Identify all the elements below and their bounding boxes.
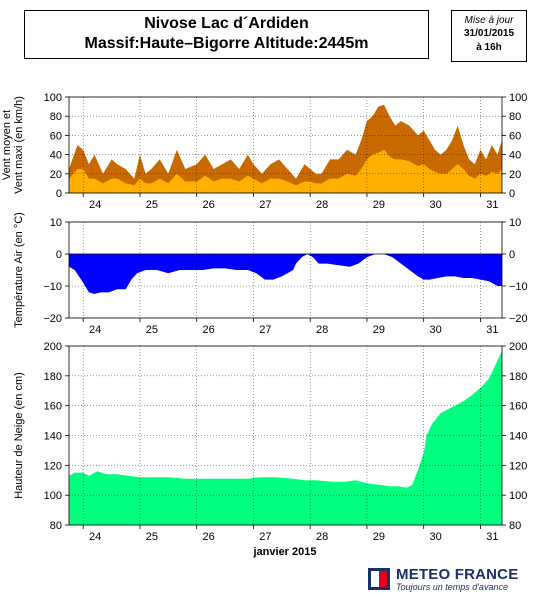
y-tick-label-right: 0 (509, 188, 515, 200)
y-tick-label-left: 140 (44, 431, 62, 443)
y-axis-label: Vent maxi (en km/h) (13, 96, 25, 194)
y-tick-label-right: 80 (509, 520, 521, 532)
x-tick-label: 26 (203, 324, 215, 336)
x-tick-label: 25 (146, 531, 158, 543)
x-tick-label: 24 (89, 531, 101, 543)
x-tick-label: 31 (486, 531, 498, 543)
y-tick-label-left: 100 (44, 92, 62, 104)
panel-0 (65, 96, 506, 197)
y-tick-label-left: 160 (44, 401, 62, 413)
station-subtitle: Massif:Haute–Bigorre Altitude:2445m (84, 35, 369, 52)
y-tick-label-right: 180 (509, 371, 527, 383)
x-tick-label: 29 (373, 199, 385, 211)
x-tick-label: 24 (89, 324, 101, 336)
y-axis-label: Température Air (en °C) (13, 212, 25, 328)
panel-2 (65, 345, 506, 529)
title-box: Nivose Lac d´Ardiden Massif:Haute–Bigorr… (24, 10, 429, 59)
station-title: Nivose Lac d´Ardiden (144, 15, 309, 32)
x-tick-label: 27 (259, 531, 271, 543)
y-axis-label: Hauteur de Neige (en cm) (13, 372, 25, 499)
x-tick-label: 27 (259, 324, 271, 336)
x-tick-label: 26 (203, 531, 215, 543)
panel-frame (68, 345, 503, 526)
panel-1 (65, 221, 506, 322)
y-tick-label-right: 10 (509, 217, 521, 229)
temperature-area (69, 254, 502, 294)
y-tick-label-left: 120 (44, 460, 62, 472)
y-tick-label-right: −20 (509, 313, 528, 325)
x-tick-label: 31 (486, 199, 498, 211)
x-tick-label: 30 (430, 199, 442, 211)
panel-frame (68, 221, 503, 319)
x-axis-label: janvier 2015 (253, 546, 317, 558)
x-tick-label: 28 (316, 531, 328, 543)
panel-frame (68, 96, 503, 194)
y-tick-label-left: 20 (50, 169, 62, 181)
snow-depth-area (69, 350, 502, 525)
y-tick-label-left: −10 (43, 281, 62, 293)
meteo-france-logo-icon (368, 568, 390, 590)
y-tick-label-left: 80 (50, 520, 62, 532)
y-tick-label-left: 180 (44, 371, 62, 383)
update-date: 31/01/2015 (463, 28, 515, 39)
x-tick-label: 30 (430, 531, 442, 543)
update-time: à 16h (476, 42, 502, 53)
y-tick-label-right: 60 (509, 130, 521, 142)
x-tick-label: 29 (373, 531, 385, 543)
x-tick-label: 25 (146, 199, 158, 211)
x-tick-label: 28 (316, 324, 328, 336)
y-tick-label-left: 40 (50, 150, 62, 162)
x-tick-label: 25 (146, 324, 158, 336)
y-tick-label-right: −10 (509, 281, 528, 293)
y-tick-label-left: 100 (44, 490, 62, 502)
y-tick-label-left: 60 (50, 130, 62, 142)
x-tick-label: 31 (486, 324, 498, 336)
y-tick-label-right: 120 (509, 460, 527, 472)
y-tick-label-right: 80 (509, 111, 521, 123)
update-label: Mise à jour (464, 15, 514, 26)
x-tick-label: 30 (430, 324, 442, 336)
y-tick-label-right: 100 (509, 490, 527, 502)
y-tick-label-left: 10 (50, 217, 62, 229)
y-tick-label-left: 80 (50, 111, 62, 123)
wind-mean-area (69, 149, 502, 193)
x-tick-label: 29 (373, 324, 385, 336)
logo-tagline: Toujours un temps d'avance (396, 582, 508, 592)
update-stamp: Mise à jour 31/01/2015 à 16h (451, 10, 527, 62)
y-tick-label-left: 0 (56, 188, 62, 200)
x-tick-label: 27 (259, 199, 271, 211)
x-tick-label: 24 (89, 199, 101, 211)
y-tick-label-left: 0 (56, 249, 62, 261)
y-tick-label-right: 200 (509, 341, 527, 353)
y-tick-label-left: −20 (43, 313, 62, 325)
meteo-france-logo: METEO FRANCE Toujours un temps d'avance (368, 567, 533, 593)
y-tick-label-right: 140 (509, 431, 527, 443)
y-tick-label-right: 100 (509, 92, 527, 104)
logo-name: METEO FRANCE (396, 566, 519, 583)
x-tick-label: 26 (203, 199, 215, 211)
y-axis-label: Vent moyen et (1, 110, 13, 180)
y-tick-label-left: 200 (44, 341, 62, 353)
y-tick-label-right: 0 (509, 249, 515, 261)
x-tick-label: 28 (316, 199, 328, 211)
y-tick-label-right: 160 (509, 401, 527, 413)
y-tick-label-right: 20 (509, 169, 521, 181)
y-tick-label-right: 40 (509, 150, 521, 162)
